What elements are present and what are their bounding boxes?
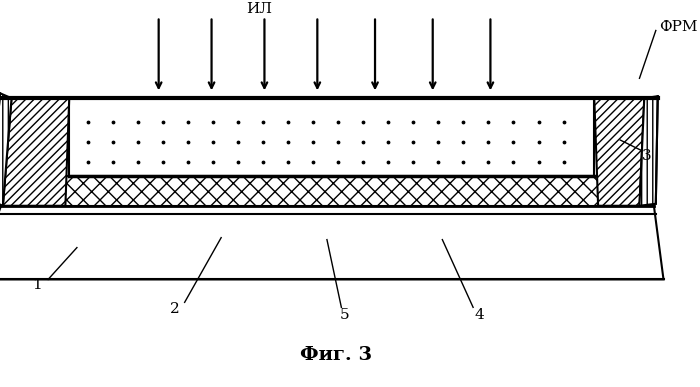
Text: 5: 5 [340, 308, 349, 322]
Text: 4: 4 [474, 308, 484, 322]
Text: 2: 2 [170, 302, 180, 316]
Polygon shape [0, 93, 11, 206]
Text: ИЛ: ИЛ [246, 2, 272, 15]
Polygon shape [69, 98, 594, 176]
Polygon shape [0, 206, 664, 279]
Polygon shape [594, 98, 644, 206]
Polygon shape [3, 98, 69, 206]
Polygon shape [640, 96, 658, 206]
Text: Фиг. 3: Фиг. 3 [300, 346, 372, 364]
Polygon shape [1, 176, 654, 206]
Text: 3: 3 [643, 149, 652, 163]
Text: 1: 1 [32, 278, 41, 293]
Text: ФРМ: ФРМ [659, 19, 697, 34]
